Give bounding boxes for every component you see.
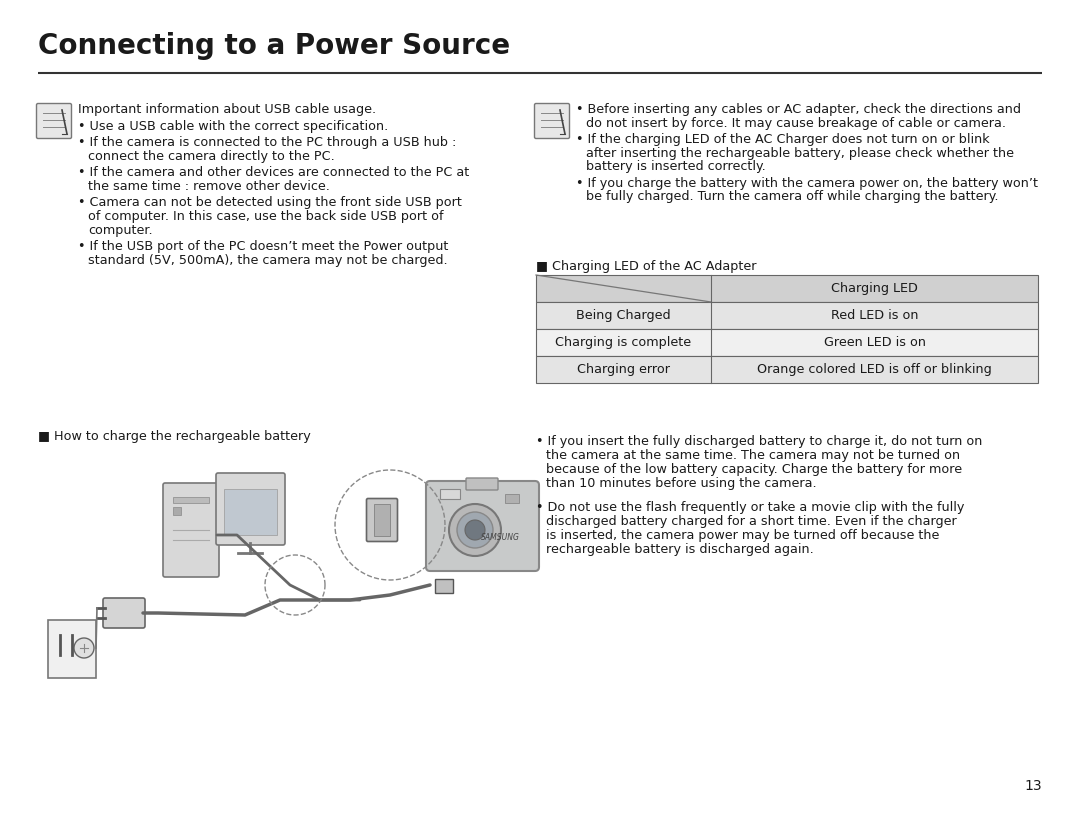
Bar [48,620,96,678]
Bar [374,504,390,536]
Text: • Camera can not be detected using the front side USB port: • Camera can not be detected using the f… [78,196,462,209]
Text: do not insert by force. It may cause breakage of cable or camera.: do not insert by force. It may cause bre… [586,117,1005,130]
Text: Charging error: Charging error [577,363,670,376]
Text: • If the charging LED of the AC Charger does not turn on or blink: • If the charging LED of the AC Charger … [576,133,989,146]
Text: than 10 minutes before using the camera.: than 10 minutes before using the camera. [546,477,816,490]
FancyBboxPatch shape [366,499,397,541]
Bar [224,489,276,535]
FancyBboxPatch shape [37,104,71,139]
FancyBboxPatch shape [103,598,145,628]
Text: • Do not use the flash frequently or take a movie clip with the fully: • Do not use the flash frequently or tak… [536,501,964,514]
Text: battery is inserted correctly.: battery is inserted correctly. [586,160,766,173]
Text: Green LED is on: Green LED is on [824,336,926,349]
Text: standard (5V, 500mA), the camera may not be charged.: standard (5V, 500mA), the camera may not… [87,254,447,267]
Text: computer.: computer. [87,224,152,237]
Bar [505,494,519,503]
FancyBboxPatch shape [163,483,219,577]
Text: • Use a USB cable with the correct specification.: • Use a USB cable with the correct speci… [78,120,388,133]
Text: Charging is complete: Charging is complete [555,336,691,349]
Text: the camera at the same time. The camera may not be turned on: the camera at the same time. The camera … [546,449,960,462]
Text: rechargeable battery is discharged again.: rechargeable battery is discharged again… [546,543,813,556]
Text: • If the camera and other devices are connected to the PC at: • If the camera and other devices are co… [78,166,469,179]
Text: Being Charged: Being Charged [577,309,671,322]
Circle shape [457,512,492,548]
Bar [536,275,1038,302]
Bar [536,329,1038,356]
Text: • If the camera is connected to the PC through a USB hub :: • If the camera is connected to the PC t… [78,136,457,149]
Text: • Before inserting any cables or AC adapter, check the directions and: • Before inserting any cables or AC adap… [576,103,1021,116]
Text: is inserted, the camera power may be turned off because the: is inserted, the camera power may be tur… [546,529,940,542]
Circle shape [75,638,94,658]
Text: ■ How to charge the rechargeable battery: ■ How to charge the rechargeable battery [38,430,311,443]
Text: 13: 13 [1024,779,1042,793]
Text: connect the camera directly to the PC.: connect the camera directly to the PC. [87,150,335,163]
Text: be fully charged. Turn the camera off while charging the battery.: be fully charged. Turn the camera off wh… [586,190,999,203]
Text: Red LED is on: Red LED is on [831,309,918,322]
FancyBboxPatch shape [426,481,539,571]
FancyBboxPatch shape [535,104,569,139]
Bar [440,489,460,499]
Circle shape [449,504,501,556]
FancyBboxPatch shape [465,478,498,490]
Text: after inserting the rechargeable battery, please check whether the: after inserting the rechargeable battery… [586,147,1014,160]
Bar [536,356,1038,383]
FancyBboxPatch shape [216,473,285,545]
Text: ■ Charging LED of the AC Adapter: ■ Charging LED of the AC Adapter [536,260,756,273]
Text: discharged battery charged for a short time. Even if the charger: discharged battery charged for a short t… [546,515,957,528]
Bar [435,579,453,593]
Text: of computer. In this case, use the back side USB port of: of computer. In this case, use the back … [87,210,444,223]
Text: SAMSUNG: SAMSUNG [481,532,519,541]
Text: Orange colored LED is off or blinking: Orange colored LED is off or blinking [757,363,991,376]
Text: the same time : remove other device.: the same time : remove other device. [87,180,329,193]
Bar [173,497,210,503]
Text: Connecting to a Power Source: Connecting to a Power Source [38,32,510,60]
Bar [536,302,1038,329]
Text: Important information about USB cable usage.: Important information about USB cable us… [78,103,376,116]
Text: • If the USB port of the PC doesn’t meet the Power output: • If the USB port of the PC doesn’t meet… [78,240,448,253]
Text: • If you charge the battery with the camera power on, the battery won’t: • If you charge the battery with the cam… [576,177,1038,190]
Bar [173,507,181,515]
Text: because of the low battery capacity. Charge the battery for more: because of the low battery capacity. Cha… [546,463,962,476]
Text: • If you insert the fully discharged battery to charge it, do not turn on: • If you insert the fully discharged bat… [536,435,983,448]
Text: Charging LED: Charging LED [832,282,918,295]
Circle shape [465,520,485,540]
